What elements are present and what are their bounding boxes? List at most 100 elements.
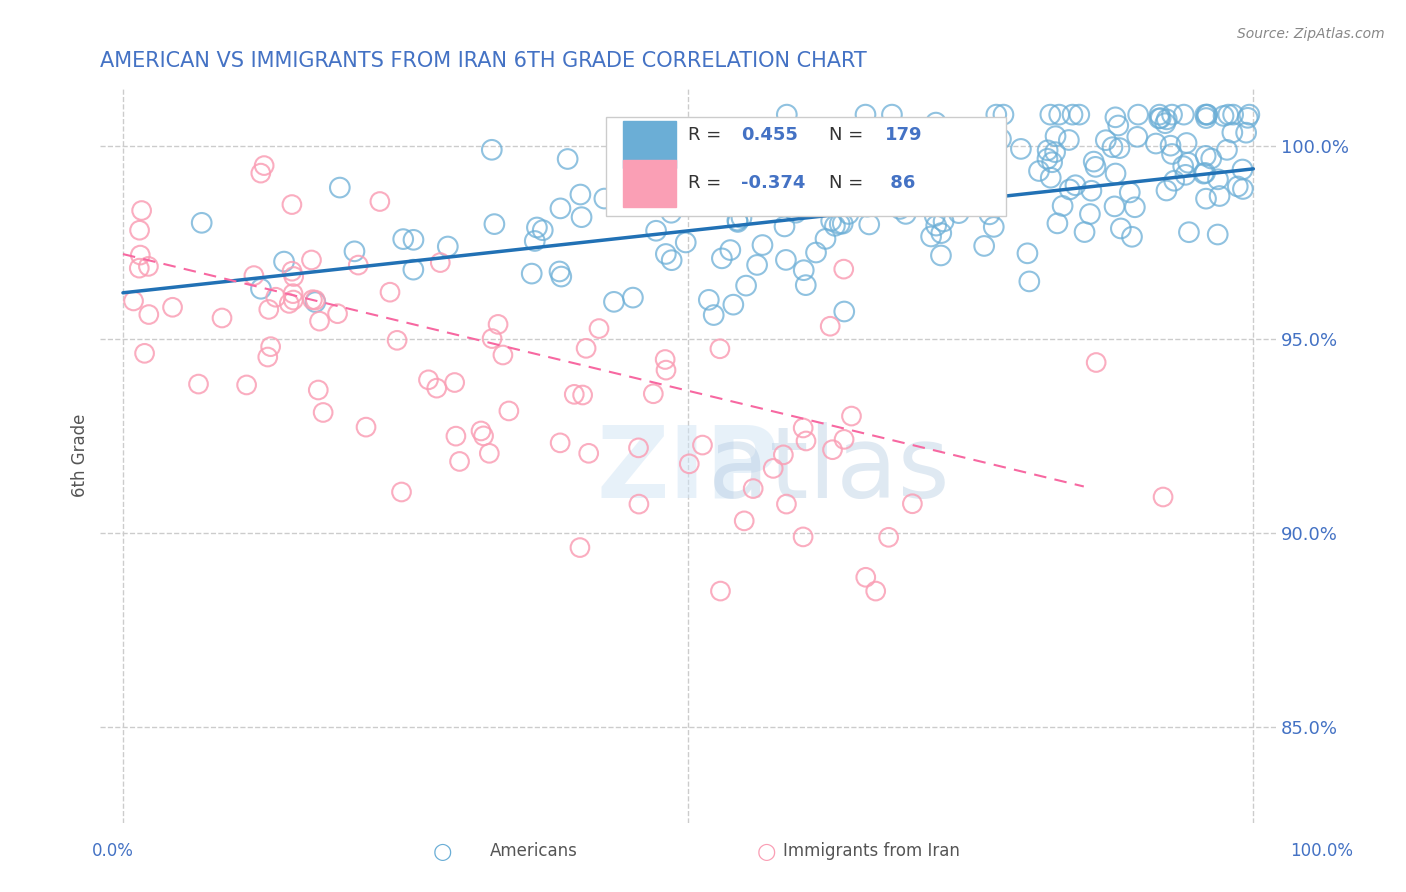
Point bbox=[1057, 133, 1080, 147]
Point bbox=[1160, 138, 1182, 153]
Point bbox=[1173, 108, 1195, 122]
Point bbox=[1078, 207, 1101, 221]
Point bbox=[794, 434, 817, 448]
FancyBboxPatch shape bbox=[623, 160, 676, 208]
Point bbox=[654, 352, 676, 367]
Point bbox=[429, 255, 451, 269]
Point bbox=[281, 264, 304, 278]
Point bbox=[548, 264, 571, 278]
Point bbox=[775, 497, 797, 511]
Point bbox=[1073, 225, 1095, 239]
Point bbox=[1152, 490, 1174, 504]
Point bbox=[1039, 108, 1062, 122]
Point bbox=[1226, 179, 1249, 194]
Point bbox=[273, 254, 295, 268]
Point bbox=[1195, 111, 1218, 125]
Point bbox=[703, 308, 725, 322]
Point bbox=[1194, 166, 1216, 180]
Point bbox=[1144, 136, 1167, 151]
Point bbox=[326, 307, 349, 321]
Point bbox=[478, 446, 501, 460]
Point bbox=[1052, 199, 1074, 213]
Point bbox=[880, 108, 903, 122]
Point bbox=[643, 386, 665, 401]
Point bbox=[264, 290, 287, 304]
Point bbox=[891, 198, 914, 212]
Point bbox=[418, 373, 440, 387]
Text: 179: 179 bbox=[884, 127, 922, 145]
Point bbox=[1101, 140, 1123, 154]
Point bbox=[550, 269, 572, 284]
Point bbox=[391, 485, 413, 500]
Point bbox=[472, 429, 495, 443]
Text: N =: N = bbox=[830, 127, 869, 145]
Point bbox=[785, 205, 807, 219]
Point bbox=[1046, 216, 1069, 230]
Point bbox=[875, 173, 897, 187]
Point bbox=[627, 497, 650, 511]
Point bbox=[1147, 112, 1170, 126]
Point bbox=[655, 247, 678, 261]
Point bbox=[925, 219, 948, 233]
Point bbox=[1126, 129, 1149, 144]
Point bbox=[941, 173, 963, 187]
Point bbox=[1126, 108, 1149, 122]
Point bbox=[1218, 108, 1240, 122]
Point bbox=[1232, 162, 1254, 177]
FancyBboxPatch shape bbox=[623, 120, 676, 169]
Point bbox=[1017, 246, 1039, 260]
Point bbox=[283, 269, 305, 284]
Point bbox=[678, 457, 700, 471]
Point bbox=[751, 238, 773, 252]
Point bbox=[492, 348, 515, 362]
Point bbox=[806, 154, 828, 169]
Point bbox=[709, 342, 731, 356]
Point bbox=[756, 197, 779, 211]
Point bbox=[568, 541, 591, 555]
Point bbox=[976, 176, 998, 190]
Point bbox=[742, 482, 765, 496]
Point bbox=[443, 376, 465, 390]
Point bbox=[312, 405, 335, 419]
Point bbox=[841, 409, 863, 423]
Point bbox=[402, 233, 425, 247]
Point bbox=[794, 278, 817, 293]
Point bbox=[820, 214, 842, 228]
Point bbox=[250, 282, 273, 296]
Point bbox=[1094, 133, 1116, 147]
Point bbox=[925, 115, 948, 129]
Point bbox=[832, 304, 855, 318]
Point bbox=[128, 261, 150, 276]
Text: -0.374: -0.374 bbox=[741, 174, 806, 192]
Point bbox=[1104, 199, 1126, 213]
Point bbox=[308, 314, 330, 328]
Point bbox=[1043, 145, 1066, 160]
Point bbox=[1174, 168, 1197, 182]
Point bbox=[1154, 116, 1177, 130]
Point bbox=[531, 223, 554, 237]
Point bbox=[162, 300, 184, 314]
Point bbox=[655, 363, 678, 377]
Point bbox=[661, 253, 683, 268]
Point bbox=[283, 293, 305, 307]
Point bbox=[1104, 111, 1126, 125]
Point bbox=[775, 252, 797, 267]
Point bbox=[1149, 108, 1171, 122]
Point bbox=[918, 178, 941, 192]
Text: Source: ZipAtlas.com: Source: ZipAtlas.com bbox=[1237, 27, 1385, 41]
Point bbox=[235, 378, 257, 392]
Point bbox=[814, 232, 837, 246]
Point bbox=[984, 160, 1007, 174]
Text: ○: ○ bbox=[756, 842, 776, 862]
Point bbox=[1108, 141, 1130, 155]
Point bbox=[837, 207, 859, 221]
Point bbox=[762, 461, 785, 475]
Point bbox=[138, 308, 160, 322]
Point bbox=[301, 252, 323, 267]
Point bbox=[253, 159, 276, 173]
Point bbox=[1220, 126, 1243, 140]
Point bbox=[1123, 200, 1146, 214]
Point bbox=[1156, 184, 1178, 198]
Text: AMERICAN VS IMMIGRANTS FROM IRAN 6TH GRADE CORRELATION CHART: AMERICAN VS IMMIGRANTS FROM IRAN 6TH GRA… bbox=[100, 51, 868, 70]
Point bbox=[723, 298, 745, 312]
